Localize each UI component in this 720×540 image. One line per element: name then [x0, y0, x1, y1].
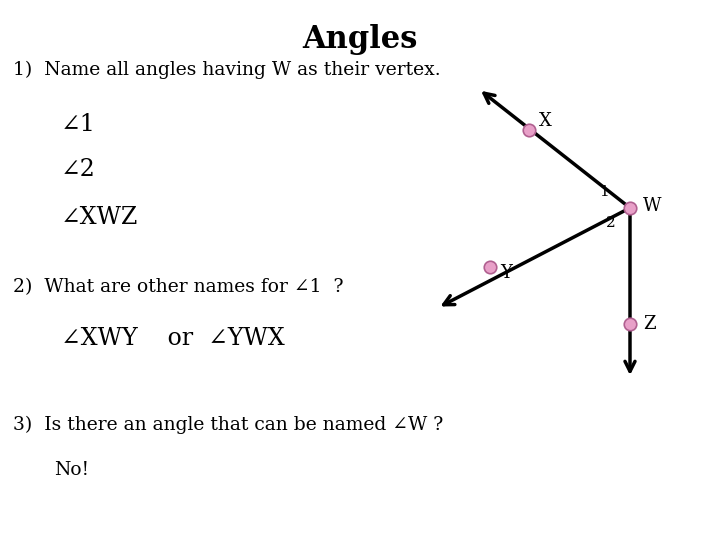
Text: X: X	[539, 112, 552, 131]
Text: W: W	[643, 197, 662, 215]
Text: 2)  What are other names for ∠1  ?: 2) What are other names for ∠1 ?	[13, 278, 343, 296]
Text: Y: Y	[500, 264, 511, 282]
Text: No!: No!	[54, 461, 89, 479]
Text: 2: 2	[606, 216, 616, 230]
Text: 1: 1	[598, 185, 608, 199]
Text: 3)  Is there an angle that can be named ∠W ?: 3) Is there an angle that can be named ∠…	[13, 415, 444, 434]
Text: Z: Z	[643, 315, 656, 333]
Text: ∠2: ∠2	[61, 158, 96, 181]
Text: ∠1: ∠1	[61, 113, 96, 136]
Text: ∠XWY    or  ∠YWX: ∠XWY or ∠YWX	[61, 327, 285, 349]
Text: Angles: Angles	[302, 24, 418, 55]
Text: 1)  Name all angles having W as their vertex.: 1) Name all angles having W as their ver…	[13, 61, 441, 79]
Text: ∠XWZ: ∠XWZ	[61, 206, 138, 228]
